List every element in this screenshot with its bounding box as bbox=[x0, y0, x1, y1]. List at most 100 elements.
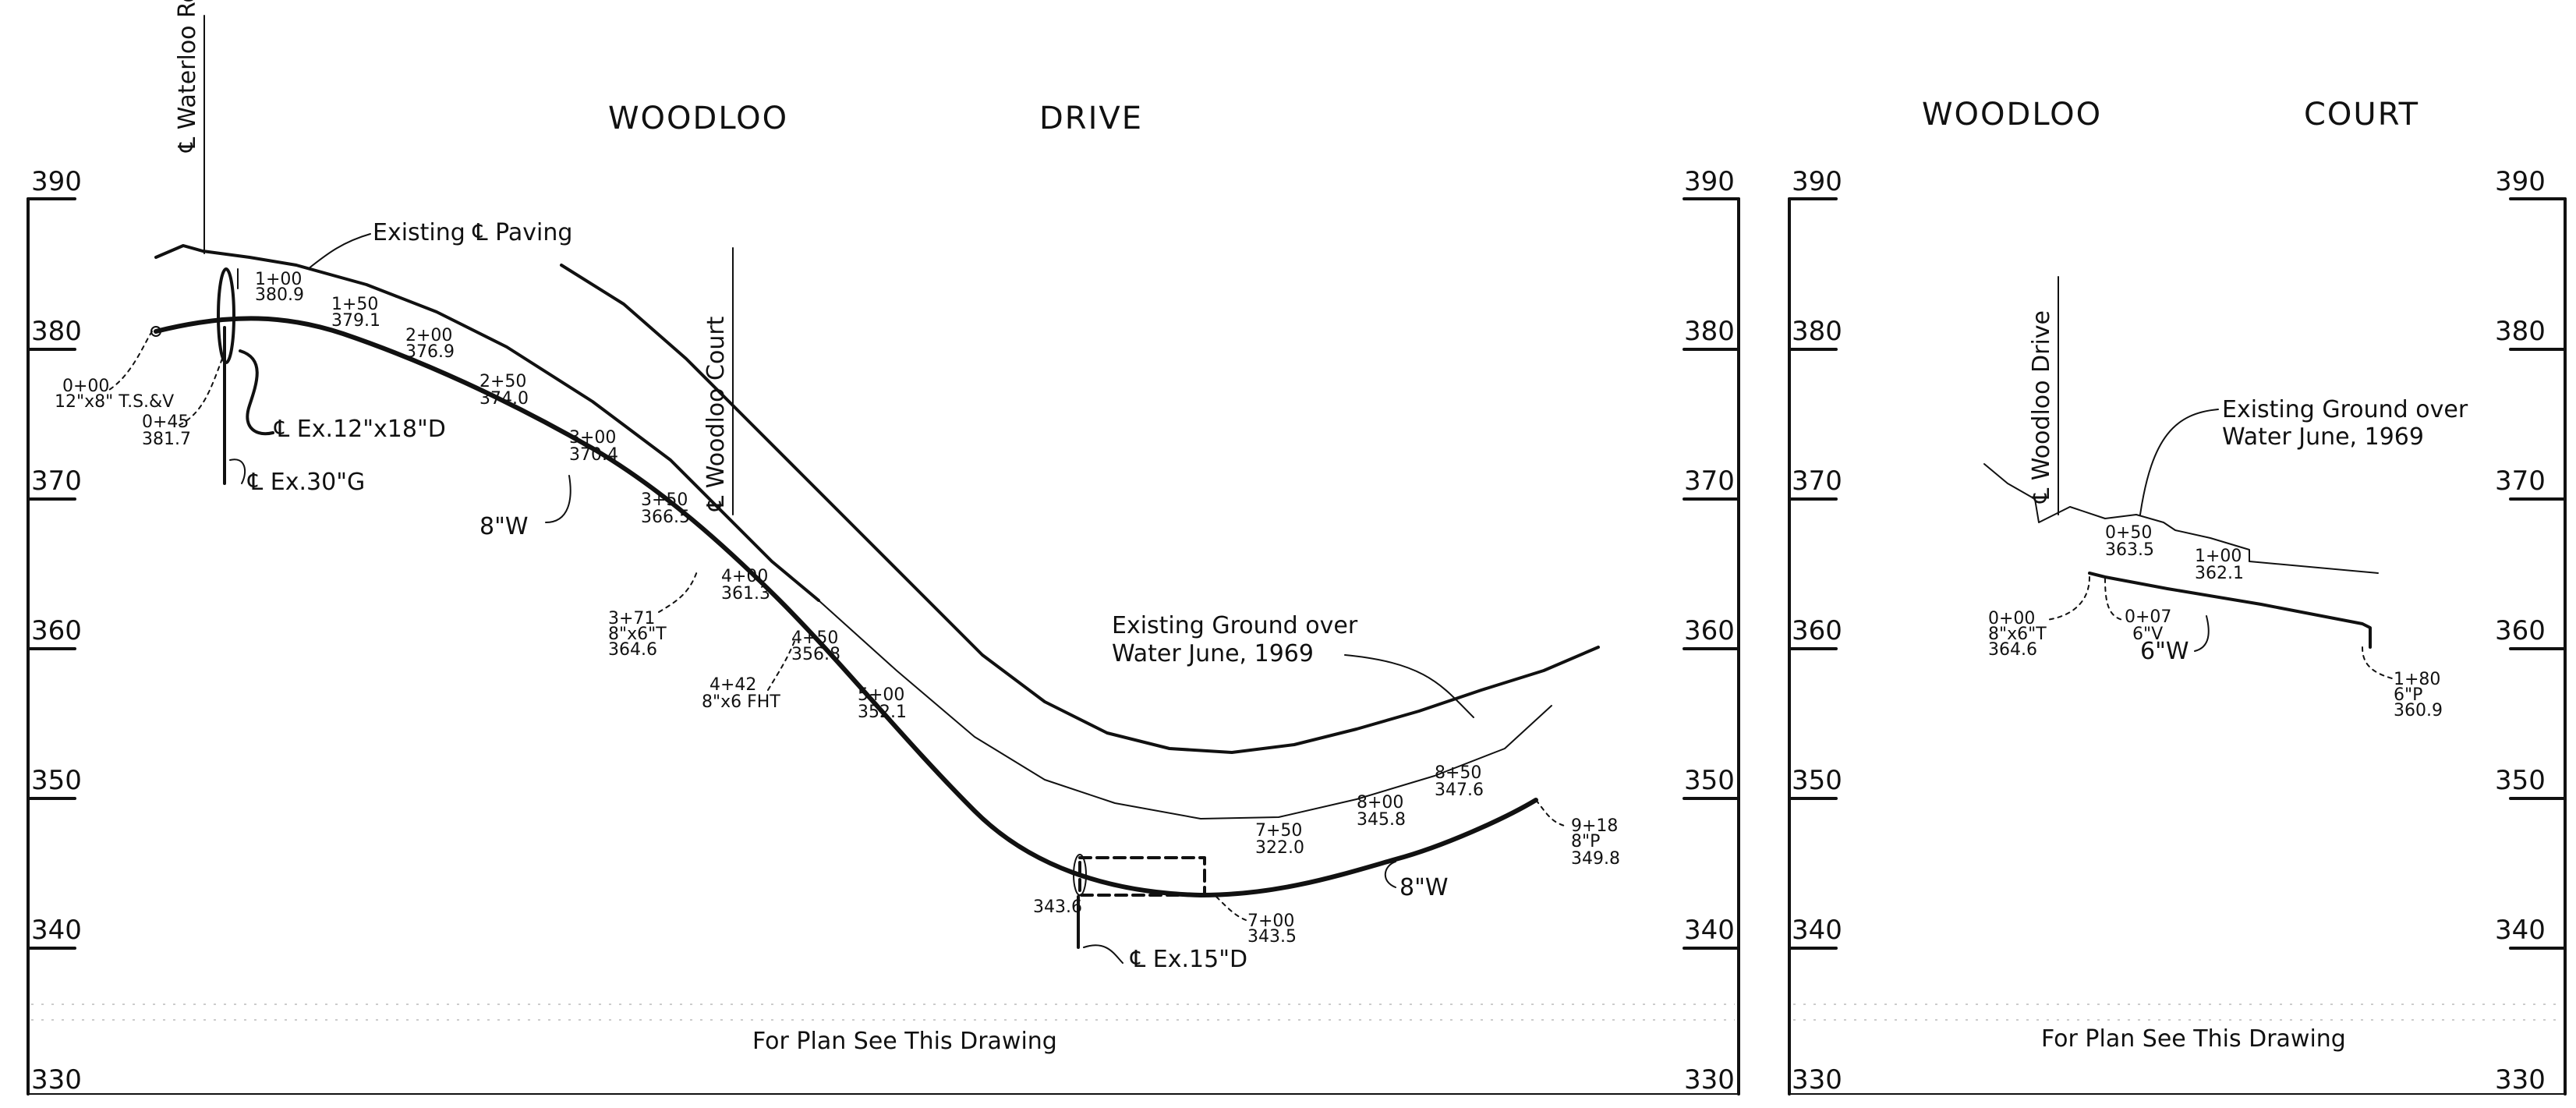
tick-label: 370 bbox=[1684, 466, 1735, 497]
station-value: 379.1 bbox=[331, 311, 380, 331]
ex-30g-note: ℄ Ex.30"G bbox=[247, 469, 365, 496]
tick-label: 350 bbox=[1792, 765, 1842, 796]
tick-label: 330 bbox=[1792, 1064, 1842, 1096]
station-value: 366.5 bbox=[641, 508, 690, 527]
station-value: 8"x6"T bbox=[1988, 625, 2047, 644]
court-water-6w: 6"W bbox=[2140, 638, 2189, 665]
court-title-woodloo: WOODLOO bbox=[1922, 97, 2102, 133]
existing-paving-profile bbox=[154, 244, 820, 602]
station-label: 0+00 bbox=[1988, 609, 2035, 628]
station-value: 380.9 bbox=[255, 285, 304, 305]
tick-label: 350 bbox=[1684, 765, 1735, 796]
tick-label: 380 bbox=[31, 316, 82, 347]
station-value: 347.6 bbox=[1435, 781, 1484, 800]
woodloo-drive-panel: WOODLOO DRIVE 390 380 370 360 350 340 33… bbox=[27, 0, 1740, 1096]
station-value: 361.3 bbox=[721, 584, 770, 604]
station-value: 343.5 bbox=[1247, 927, 1297, 947]
station-label: 1+50 bbox=[331, 295, 378, 314]
existing-ground-profile bbox=[818, 600, 1552, 819]
station-label: 7+50 bbox=[1255, 821, 1302, 841]
right-elevation-ticks: 390 380 370 360 350 340 330 bbox=[1683, 166, 1740, 1096]
station-value-2: 364.6 bbox=[608, 640, 657, 660]
station-value: 381.7 bbox=[142, 430, 191, 449]
station-value: 356.8 bbox=[791, 645, 840, 664]
tick-label: 340 bbox=[2495, 915, 2546, 946]
station-label: 2+50 bbox=[479, 372, 526, 391]
existing-ground-note-1: Existing Ground over bbox=[1112, 612, 1358, 639]
existing-paving-note: Existing ℄ Paving bbox=[373, 219, 572, 246]
station-value: 8"x6"T bbox=[608, 625, 667, 644]
station-label: 1+00 bbox=[255, 270, 302, 289]
station-label: 0+00 bbox=[62, 377, 109, 396]
court-plan-note: For Plan See This Drawing bbox=[2041, 1025, 2346, 1053]
station-label: 3+50 bbox=[641, 490, 688, 510]
station-label: 3+00 bbox=[569, 428, 616, 448]
tick-label: 390 bbox=[1792, 166, 1842, 197]
tick-label: 360 bbox=[31, 615, 82, 646]
station-value: 6"P bbox=[2394, 685, 2422, 705]
station-value: 374.0 bbox=[479, 389, 529, 409]
tick-label: 350 bbox=[31, 765, 82, 796]
tick-label: 330 bbox=[31, 1064, 82, 1096]
station-label: 7+00 bbox=[1247, 912, 1294, 931]
station-label: 0+45 bbox=[142, 412, 189, 432]
court-left-ticks: 390 380 370 360 350 340 330 bbox=[1788, 166, 1842, 1096]
court-right-ticks: 390 380 370 360 350 340 330 bbox=[2495, 166, 2567, 1096]
tick-label: 360 bbox=[2495, 615, 2546, 646]
tick-label: 370 bbox=[1792, 466, 1842, 497]
station-value: 8"x6 FHT bbox=[702, 692, 780, 712]
court-existing-ground bbox=[1983, 463, 2379, 574]
tick-label: 360 bbox=[1792, 615, 1842, 646]
tick-label: 330 bbox=[1684, 1064, 1735, 1096]
tick-label: 360 bbox=[1684, 615, 1735, 646]
tick-label: 370 bbox=[2495, 466, 2546, 497]
drive-title-drive: DRIVE bbox=[1039, 101, 1143, 136]
court-water-main bbox=[2088, 572, 2372, 649]
station-value: 8"P bbox=[1571, 832, 1600, 851]
ex-12x18-note: ℄ Ex.12"x18"D bbox=[274, 416, 446, 443]
waterloo-road-label: ℄ Waterloo Road bbox=[174, 0, 201, 153]
station-label: 1+00 bbox=[2195, 547, 2242, 566]
station-value-2: 364.6 bbox=[1988, 640, 2037, 660]
ex-15d-note: ℄ Ex.15"D bbox=[1130, 946, 1247, 973]
tick-label: 380 bbox=[1792, 316, 1842, 347]
station-label: 2+00 bbox=[405, 326, 452, 345]
tick-label: 370 bbox=[31, 466, 82, 497]
woodloo-drive-label: ℄ Woodloo Drive bbox=[2028, 310, 2055, 504]
station-label: 1+80 bbox=[2394, 670, 2440, 689]
station-value: 376.9 bbox=[405, 342, 455, 362]
culvert-box bbox=[1078, 856, 1206, 897]
station-label: 3+71 bbox=[608, 609, 655, 628]
station-value-2: 349.8 bbox=[1571, 849, 1620, 869]
station-value: 370.4 bbox=[569, 445, 618, 465]
station-value: 343.6 bbox=[1033, 897, 1082, 917]
station-label: 0+07 bbox=[2125, 607, 2171, 627]
tick-label: 340 bbox=[31, 915, 82, 946]
court-title-court: COURT bbox=[2304, 97, 2419, 133]
tick-label: 340 bbox=[1684, 915, 1735, 946]
water-main-profile bbox=[154, 316, 1538, 897]
station-label: 9+18 bbox=[1571, 816, 1618, 836]
tick-label: 390 bbox=[1684, 166, 1735, 197]
station-label: 4+00 bbox=[721, 567, 768, 586]
station-value: 352.1 bbox=[858, 703, 907, 722]
station-label: 8+00 bbox=[1357, 793, 1403, 812]
station-value-2: 360.9 bbox=[2394, 701, 2443, 720]
station-label: 8+50 bbox=[1435, 763, 1481, 783]
station-label: 4+50 bbox=[791, 628, 838, 648]
tick-label: 390 bbox=[31, 166, 82, 197]
station-value: 363.5 bbox=[2105, 540, 2154, 560]
station-annotations: 0+00 12"x8" T.S.&V 0+45 381.7 1+00 380.9… bbox=[55, 270, 1620, 947]
water-8w-label-2: 8"W bbox=[1399, 874, 1449, 901]
woodloo-court-panel: WOODLOO COURT 390 380 370 360 350 340 33… bbox=[1788, 97, 2567, 1096]
plan-note: For Plan See This Drawing bbox=[752, 1028, 1057, 1055]
woodloo-court-label: ℄ Woodloo Court bbox=[702, 316, 730, 512]
station-label: 4+42 bbox=[709, 675, 756, 695]
court-station-annotations: 0+00 8"x6"T 364.6 0+07 6"V 0+50 363.5 1+… bbox=[1988, 523, 2443, 720]
station-value: 322.0 bbox=[1255, 838, 1304, 858]
court-ground-note-2: Water June, 1969 bbox=[2222, 423, 2424, 451]
station-value: 345.8 bbox=[1357, 810, 1406, 830]
left-elevation-ticks: 390 380 370 360 350 340 330 bbox=[27, 166, 82, 1096]
water-8w-label: 8"W bbox=[479, 513, 529, 540]
tick-label: 380 bbox=[1684, 316, 1735, 347]
